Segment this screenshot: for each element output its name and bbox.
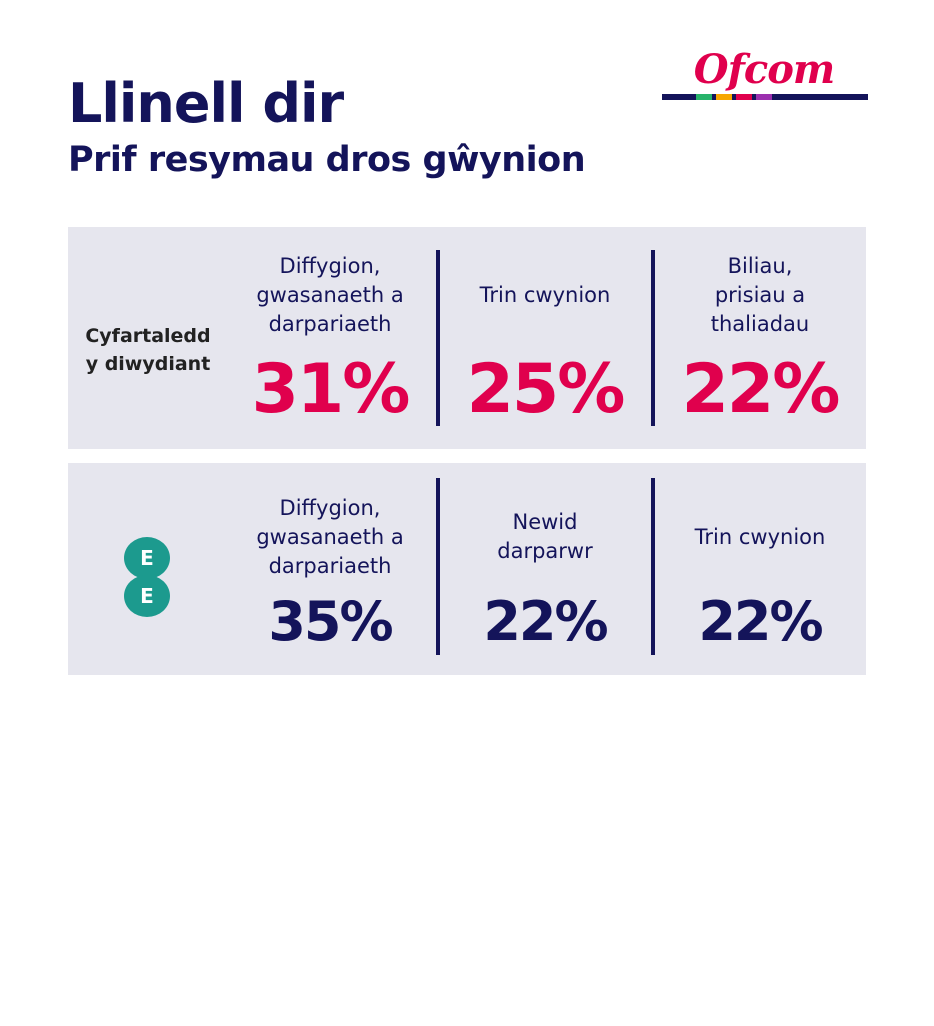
divider xyxy=(651,250,655,426)
logo-stripe xyxy=(756,94,772,100)
logo-circle: E xyxy=(124,575,170,617)
item-label: Biliau, prisiau a thaliadau xyxy=(710,253,810,336)
logo-stripe xyxy=(736,94,752,100)
item-label: Newid darparwr xyxy=(497,510,593,563)
item-value: 22% xyxy=(681,350,841,429)
logo-circle: E xyxy=(124,537,170,579)
subtitle: Prif resymau dros gŵynion xyxy=(68,140,586,180)
divider xyxy=(436,478,440,655)
item-label: Trin cwynion xyxy=(479,282,611,307)
item-value: 35% xyxy=(268,590,393,653)
title: Llinell dir xyxy=(68,72,344,135)
item-value: 22% xyxy=(698,590,823,653)
item-value: 22% xyxy=(483,590,608,653)
item-label: Diffygion, gwasanaeth a darpariaeth xyxy=(256,253,404,336)
divider xyxy=(651,478,655,655)
logo: Ofcom xyxy=(693,46,835,93)
panel xyxy=(68,227,866,449)
panel xyxy=(68,463,866,675)
item-label: Diffygion, gwasanaeth a darpariaeth xyxy=(256,495,404,578)
item-label: Trin cwynion xyxy=(694,524,826,549)
item-value: 31% xyxy=(251,350,411,429)
item-value: 25% xyxy=(466,350,626,429)
row-label: Cyfartaledd y diwydiant xyxy=(85,325,211,375)
divider xyxy=(436,250,440,426)
logo-stripe xyxy=(716,94,732,100)
logo-stripe xyxy=(696,94,712,100)
